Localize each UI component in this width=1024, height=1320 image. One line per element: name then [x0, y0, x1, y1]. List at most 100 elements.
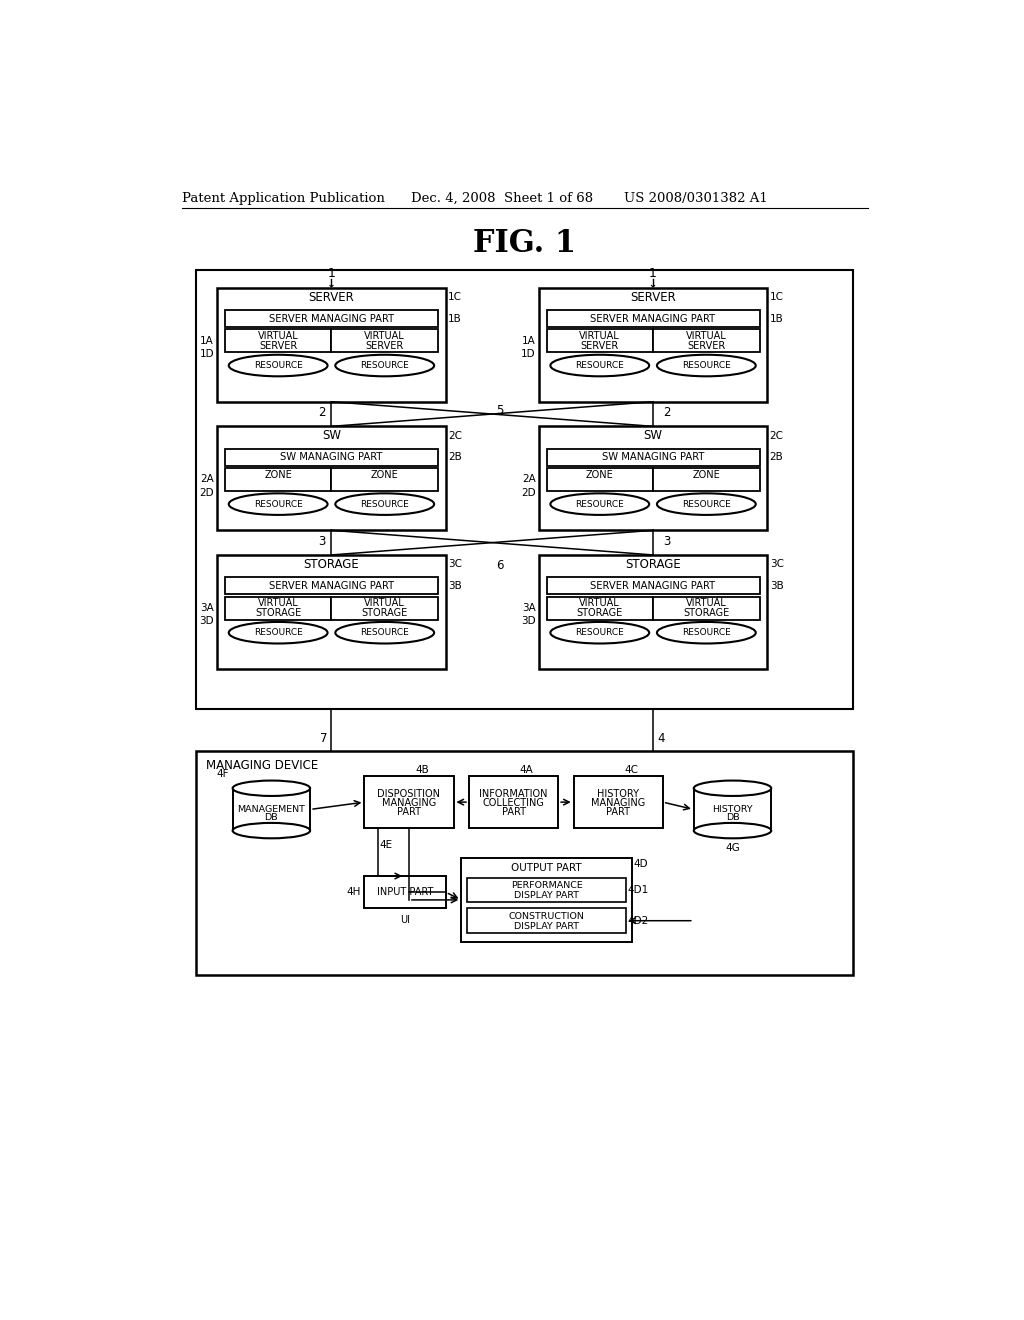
- Text: SERVER: SERVER: [687, 342, 725, 351]
- Text: 2D: 2D: [200, 487, 214, 498]
- Ellipse shape: [335, 494, 434, 515]
- Text: SERVER: SERVER: [308, 290, 354, 304]
- Text: 4H: 4H: [347, 887, 361, 898]
- Bar: [197, 271, 853, 709]
- Text: 2A: 2A: [522, 474, 536, 484]
- Text: RESOURCE: RESOURCE: [360, 628, 410, 638]
- Text: 1: 1: [649, 268, 657, 280]
- Text: VIRTUAL: VIRTUAL: [365, 598, 406, 609]
- Text: 1: 1: [328, 268, 336, 280]
- Text: 1B: 1B: [449, 314, 462, 323]
- Bar: [232, 788, 310, 830]
- Text: RESOURCE: RESOURCE: [254, 362, 302, 370]
- Text: 2A: 2A: [201, 474, 214, 484]
- Bar: [225, 330, 332, 352]
- Text: Patent Application Publication: Patent Application Publication: [182, 191, 385, 205]
- Text: VIRTUAL: VIRTUAL: [258, 331, 299, 342]
- Text: RESOURCE: RESOURCE: [682, 500, 731, 508]
- Text: SW MANAGING PART: SW MANAGING PART: [281, 453, 383, 462]
- Text: RESOURCE: RESOURCE: [360, 500, 410, 508]
- Text: STORAGE: STORAGE: [683, 609, 729, 619]
- Text: SERVER MANAGING PART: SERVER MANAGING PART: [591, 581, 716, 591]
- Ellipse shape: [550, 494, 649, 515]
- Bar: [653, 330, 760, 352]
- Ellipse shape: [335, 622, 434, 644]
- Text: VIRTUAL: VIRTUAL: [686, 331, 727, 342]
- Text: MANAGING: MANAGING: [591, 797, 645, 808]
- Bar: [217, 554, 445, 669]
- Bar: [573, 776, 663, 829]
- Text: US 2008/0301382 A1: US 2008/0301382 A1: [624, 191, 768, 205]
- Bar: [225, 310, 438, 327]
- Text: VIRTUAL: VIRTUAL: [580, 598, 621, 609]
- Text: SERVER: SERVER: [259, 342, 297, 351]
- Text: 4F: 4F: [216, 770, 228, 779]
- Text: DB: DB: [264, 813, 279, 822]
- Text: 4D1: 4D1: [627, 884, 648, 895]
- Bar: [197, 751, 853, 974]
- Text: RESOURCE: RESOURCE: [254, 500, 302, 508]
- Bar: [225, 449, 438, 466]
- Text: 4E: 4E: [380, 841, 393, 850]
- Bar: [217, 426, 445, 531]
- Text: STORAGE: STORAGE: [626, 557, 681, 570]
- Text: ZONE: ZONE: [586, 470, 613, 480]
- Bar: [332, 330, 438, 352]
- Text: VIRTUAL: VIRTUAL: [365, 331, 406, 342]
- Text: VIRTUAL: VIRTUAL: [686, 598, 727, 609]
- Text: ZONE: ZONE: [692, 470, 720, 480]
- Text: 2: 2: [318, 407, 326, 418]
- Text: 3A: 3A: [201, 603, 214, 612]
- Text: ZONE: ZONE: [264, 470, 292, 480]
- Text: OUTPUT PART: OUTPUT PART: [511, 863, 582, 874]
- Bar: [469, 776, 558, 829]
- Bar: [547, 577, 760, 594]
- Text: UI: UI: [400, 915, 410, 925]
- Text: RESOURCE: RESOURCE: [360, 362, 410, 370]
- Text: 3D: 3D: [200, 616, 214, 626]
- Text: SERVER: SERVER: [366, 342, 403, 351]
- Text: 6: 6: [497, 560, 504, 573]
- Text: 3: 3: [664, 535, 671, 548]
- Bar: [539, 426, 767, 531]
- Text: 1A: 1A: [201, 335, 214, 346]
- Text: 3C: 3C: [449, 560, 462, 569]
- Bar: [467, 908, 626, 933]
- Ellipse shape: [657, 622, 756, 644]
- Text: ZONE: ZONE: [371, 470, 398, 480]
- Text: HISTORY: HISTORY: [712, 805, 753, 814]
- Text: 3D: 3D: [521, 616, 536, 626]
- Text: 3C: 3C: [770, 560, 783, 569]
- Text: VIRTUAL: VIRTUAL: [258, 598, 299, 609]
- Text: PART: PART: [502, 807, 525, 817]
- Text: COLLECTING: COLLECTING: [482, 797, 545, 808]
- Text: STORAGE: STORAGE: [255, 609, 301, 619]
- Ellipse shape: [232, 780, 310, 796]
- Bar: [332, 597, 438, 619]
- Text: SERVER MANAGING PART: SERVER MANAGING PART: [269, 314, 394, 323]
- Text: STORAGE: STORAGE: [577, 609, 623, 619]
- Ellipse shape: [228, 494, 328, 515]
- Text: Sheet 1 of 68: Sheet 1 of 68: [504, 191, 593, 205]
- Text: DB: DB: [726, 813, 739, 822]
- Text: MANAGEMENT: MANAGEMENT: [238, 805, 305, 814]
- Text: SERVER MANAGING PART: SERVER MANAGING PART: [591, 314, 716, 323]
- Text: PART: PART: [397, 807, 421, 817]
- Bar: [539, 288, 767, 401]
- Text: 4A: 4A: [520, 764, 534, 775]
- Bar: [653, 597, 760, 619]
- Text: 2: 2: [664, 407, 671, 418]
- Bar: [693, 788, 771, 830]
- Bar: [225, 597, 332, 619]
- Bar: [547, 330, 653, 352]
- Bar: [467, 878, 626, 903]
- Bar: [332, 469, 438, 491]
- Text: 2C: 2C: [770, 430, 783, 441]
- Text: 2B: 2B: [449, 453, 462, 462]
- Bar: [461, 858, 632, 942]
- Text: 2B: 2B: [770, 453, 783, 462]
- Text: SERVER: SERVER: [581, 342, 618, 351]
- Text: STORAGE: STORAGE: [303, 557, 359, 570]
- Bar: [365, 776, 454, 829]
- Text: 4C: 4C: [625, 764, 638, 775]
